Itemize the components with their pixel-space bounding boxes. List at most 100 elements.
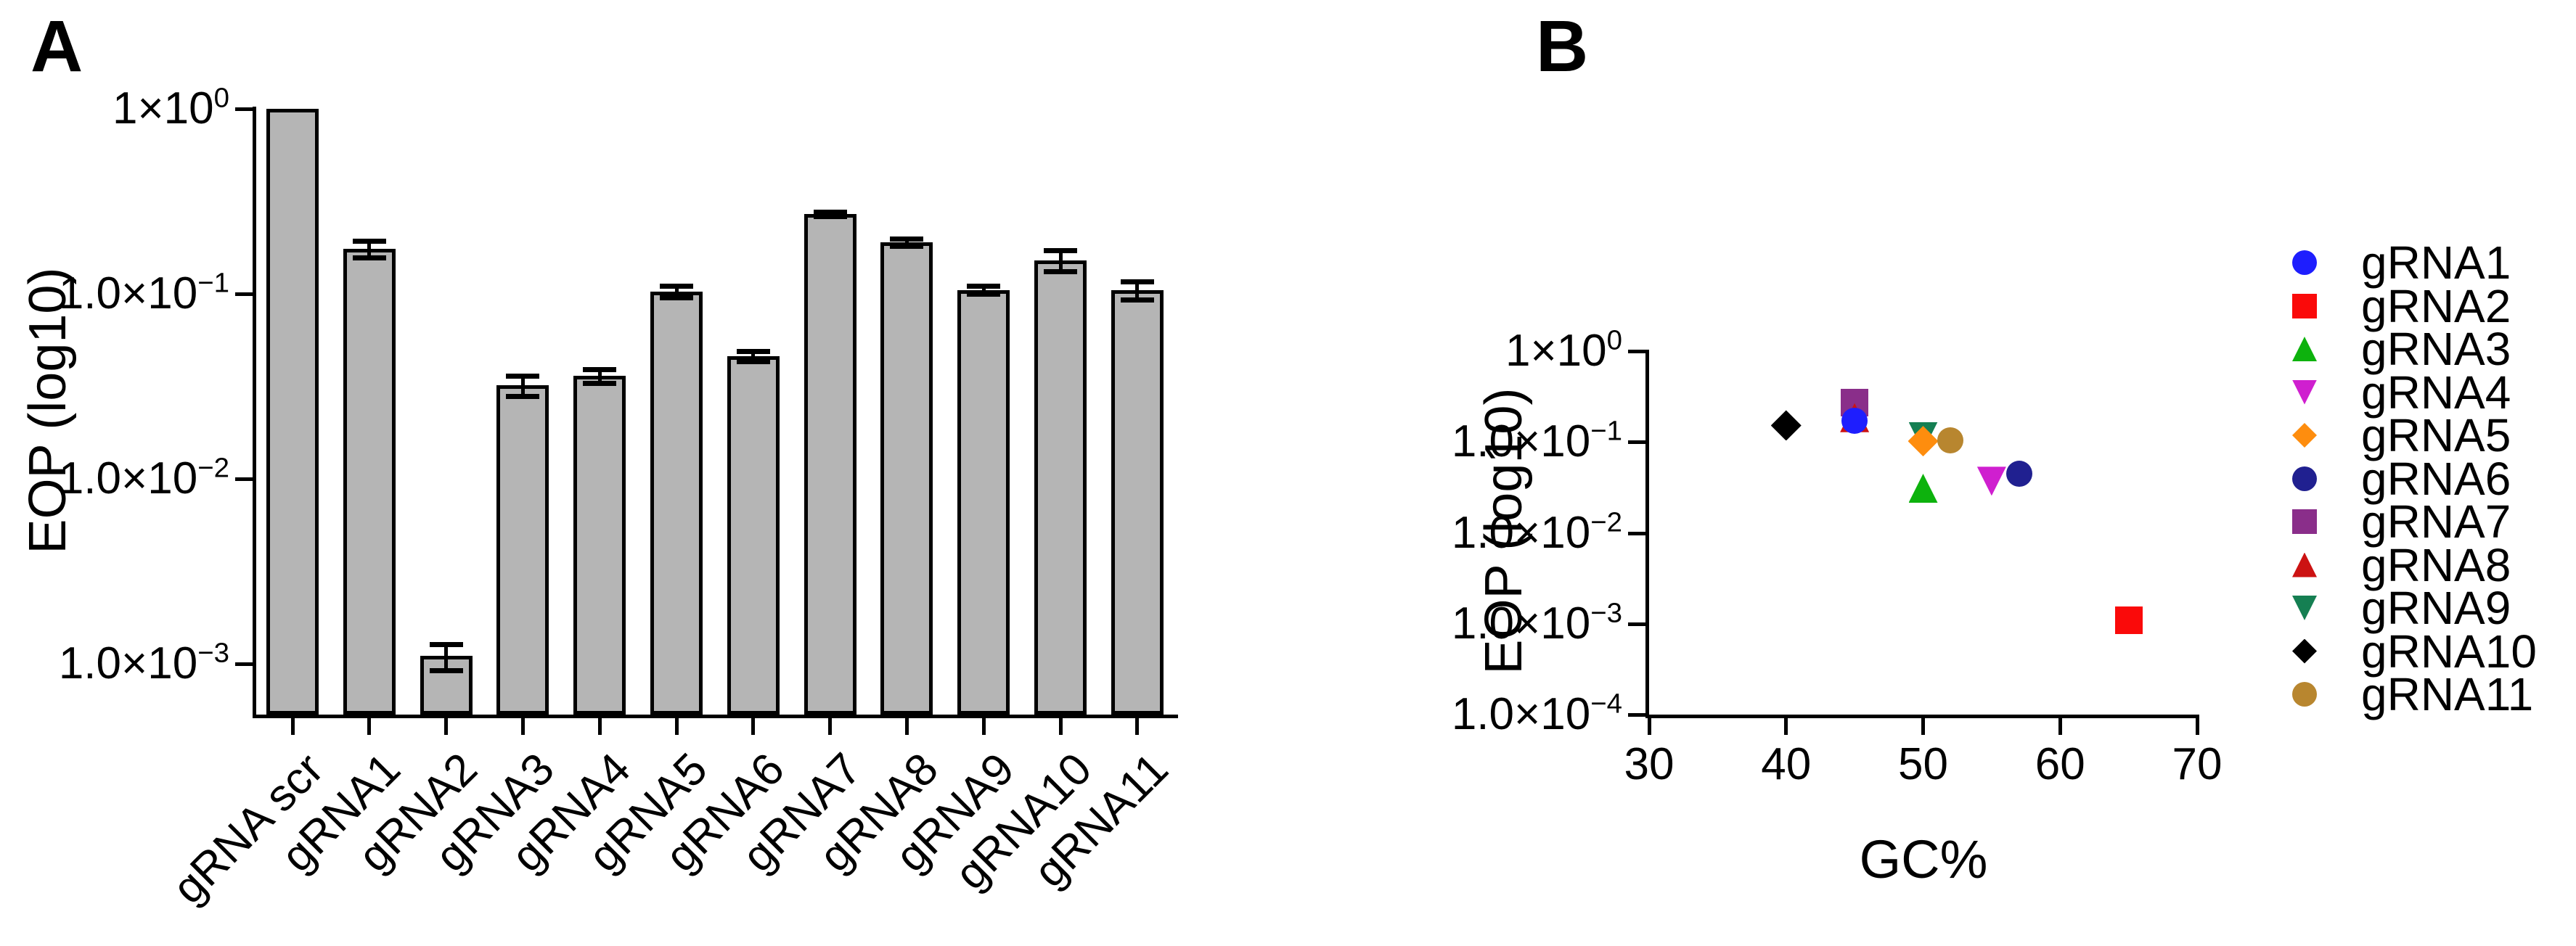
exponent: −2 xyxy=(1590,506,1622,538)
y-tick xyxy=(235,292,253,296)
x-tick xyxy=(1058,718,1063,735)
legend-label-gRNA8: gRNA8 xyxy=(2361,538,2511,591)
legend-label-gRNA10: gRNA10 xyxy=(2361,625,2537,678)
error-bar-cap-bottom xyxy=(660,295,693,300)
bar-gRNA5 xyxy=(650,291,703,715)
x-tick xyxy=(751,718,756,735)
x-tick-label: 70 xyxy=(2172,739,2223,789)
bar-gRNA4 xyxy=(573,376,626,715)
scatter-point-gRNA5 xyxy=(1908,426,1939,457)
x-tick-label: 40 xyxy=(1761,739,1812,789)
error-bar-cap-top xyxy=(813,209,847,215)
error-bar-whisker xyxy=(597,369,602,383)
legend-marker-gRNA9 xyxy=(2292,596,2317,620)
legend-label-gRNA1: gRNA1 xyxy=(2361,236,2511,289)
x-tick-label: 60 xyxy=(2035,739,2085,789)
legend-label-gRNA3: gRNA3 xyxy=(2361,323,2511,375)
x-tick xyxy=(1647,718,1651,735)
legend-label-gRNA7: gRNA7 xyxy=(2361,495,2511,548)
y-tick-label: 1.0×10−1 xyxy=(1451,415,1622,467)
x-tick xyxy=(597,718,602,735)
error-bar-whisker xyxy=(1058,250,1063,272)
exponent: 0 xyxy=(1606,324,1622,356)
bar-gRNA8 xyxy=(880,242,933,715)
exponent: 0 xyxy=(213,82,229,114)
x-tick xyxy=(290,718,295,735)
x-axis-line xyxy=(1645,715,2199,718)
error-bar-whisker xyxy=(520,376,525,396)
error-bar-cap-top xyxy=(583,367,617,373)
x-tick xyxy=(904,718,909,735)
scatter-point-gRNA11 xyxy=(1937,427,1964,453)
error-bar-whisker xyxy=(444,643,449,671)
x-tick xyxy=(444,718,449,735)
bar-gRNA10 xyxy=(1034,260,1087,715)
x-tick xyxy=(2058,718,2062,735)
scatter-point-gRNA3 xyxy=(1908,473,1938,503)
x-tick xyxy=(1921,718,1925,735)
y-tick-label: 1.0×10−1 xyxy=(58,267,229,318)
legend-marker-gRNA2 xyxy=(2292,293,2317,318)
error-bar-cap-top xyxy=(660,284,693,289)
bar-gRNA3 xyxy=(496,385,549,715)
y-tick xyxy=(235,477,253,481)
error-bar-whisker xyxy=(674,286,679,297)
scatter-point-gRNA2 xyxy=(2114,606,2143,634)
error-bar-whisker xyxy=(367,241,372,258)
y-axis-line xyxy=(1645,350,1649,718)
legend-marker-gRNA5 xyxy=(2292,423,2317,448)
y-tick xyxy=(1628,622,1645,626)
error-bar-cap-top xyxy=(1044,247,1077,253)
bar-gRNA7 xyxy=(804,214,856,715)
exponent: −4 xyxy=(1590,688,1622,720)
legend-marker-gRNA11 xyxy=(2292,682,2317,707)
scatter-point-gRNA4 xyxy=(1976,466,2006,496)
x-tick xyxy=(1135,718,1140,735)
error-bar-cap-top xyxy=(429,641,463,647)
x-tick xyxy=(367,718,372,735)
error-bar-whisker xyxy=(981,286,986,294)
error-bar-cap-top xyxy=(890,236,924,242)
exponent: −2 xyxy=(197,452,229,484)
x-tick-label: 30 xyxy=(1624,739,1675,789)
error-bar-cap-top xyxy=(1120,279,1154,284)
y-tick-label: 1×100 xyxy=(1505,324,1622,376)
bar-gRNA-scr xyxy=(266,109,319,715)
y-tick xyxy=(1628,440,1645,445)
error-bar-cap-top xyxy=(352,239,386,244)
error-bar-whisker xyxy=(904,239,909,246)
y-tick-label: 1.0×10−2 xyxy=(1451,506,1622,558)
legend-marker-gRNA6 xyxy=(2292,466,2317,491)
y-tick xyxy=(1628,531,1645,535)
y-tick xyxy=(1628,350,1645,353)
y-tick-label: 1.0×10−3 xyxy=(58,637,229,688)
scatter-point-gRNA1 xyxy=(1841,408,1868,435)
legend-label-gRNA11: gRNA11 xyxy=(2361,668,2534,720)
panel-a-label: A xyxy=(30,6,83,87)
error-bar-whisker xyxy=(1135,281,1140,300)
bar-gRNA6 xyxy=(727,355,780,715)
error-bar-cap-bottom xyxy=(736,359,770,365)
panel-b-x-axis-title: GC% xyxy=(1859,829,1988,889)
error-bar-cap-bottom xyxy=(1044,269,1077,275)
legend-marker-gRNA4 xyxy=(2292,379,2317,405)
bar-gRNA11 xyxy=(1111,289,1164,715)
scatter-point-gRNA6 xyxy=(2005,460,2032,487)
legend-marker-gRNA3 xyxy=(2292,337,2317,361)
bar-gRNA1 xyxy=(343,249,396,715)
y-tick-label: 1.0×10−4 xyxy=(1451,688,1622,739)
error-bar-cap-bottom xyxy=(890,243,924,249)
legend-label-gRNA6: gRNA6 xyxy=(2361,452,2511,505)
y-tick xyxy=(1628,713,1645,717)
x-tick xyxy=(981,718,986,735)
x-axis-line xyxy=(253,715,1178,718)
error-bar-cap-top xyxy=(506,374,540,379)
x-tick xyxy=(520,718,525,735)
error-bar-cap-bottom xyxy=(506,393,540,399)
bar-gRNA9 xyxy=(957,289,1010,715)
exponent: −3 xyxy=(1590,597,1622,629)
error-bar-cap-bottom xyxy=(583,380,617,386)
scatter-point-gRNA10 xyxy=(1770,410,1802,441)
panel-b-label: B xyxy=(1536,6,1589,87)
